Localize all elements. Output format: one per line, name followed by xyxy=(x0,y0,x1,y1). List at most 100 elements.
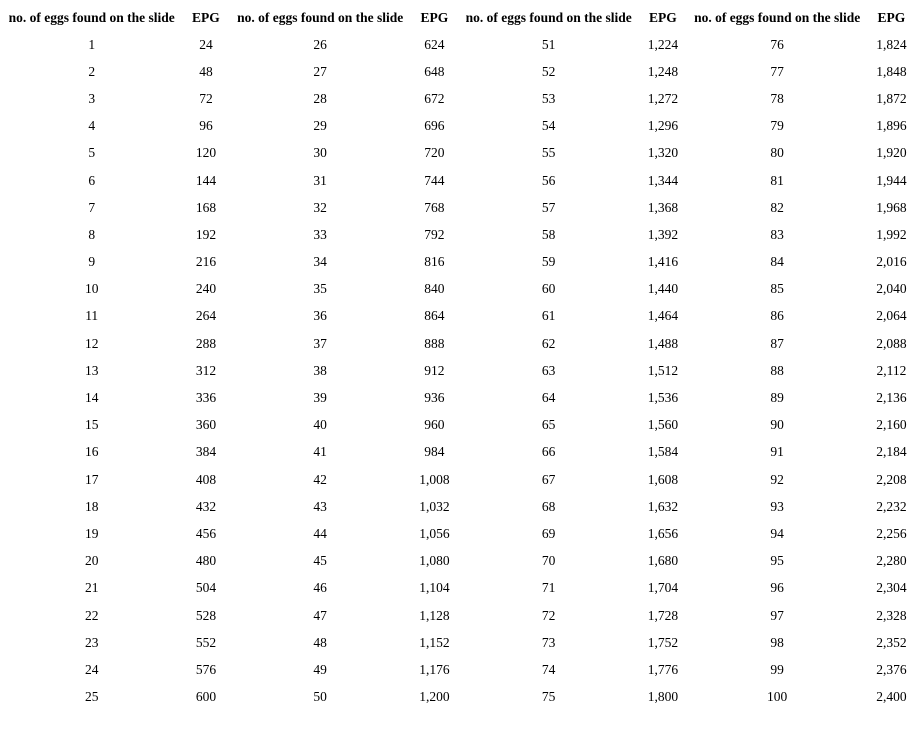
epg-value-cell: 720 xyxy=(424,145,445,161)
eggs-count-cell: 59 xyxy=(541,254,556,270)
table-row: 18 432 43 1,032 68 1,632 93 2,232 xyxy=(0,493,914,520)
epg-value-cell: 1,896 xyxy=(876,118,907,134)
epg-value-cell: 2,232 xyxy=(876,498,907,514)
eggs-count-cell: 75 xyxy=(541,689,556,705)
table-row: 14 336 39 936 64 1,536 89 2,136 xyxy=(0,384,914,411)
epg-value-cell: 2,304 xyxy=(876,580,907,596)
eggs-count-cell: 47 xyxy=(313,607,327,623)
table-row: 17 408 42 1,008 67 1,608 92 2,208 xyxy=(0,466,914,493)
epg-value-cell: 768 xyxy=(424,199,445,215)
epg-value-cell: 600 xyxy=(195,689,217,705)
epg-value-cell: 1,320 xyxy=(647,145,679,161)
eggs-count-cell: 6 xyxy=(88,172,96,188)
epg-value-cell: 1,152 xyxy=(419,634,450,650)
table-row: 7 168 32 768 57 1,368 82 1,968 xyxy=(0,194,914,221)
eggs-count-cell: 57 xyxy=(541,199,556,215)
eggs-count-cell: 44 xyxy=(313,525,327,541)
epg-value-cell: 1,872 xyxy=(876,90,907,106)
epg-conversion-table: no. of eggs found on the slide EPG no. of … xyxy=(0,4,914,711)
epg-value-cell: 984 xyxy=(424,444,445,460)
eggs-count-cell: 17 xyxy=(84,471,99,487)
eggs-count-cell: 19 xyxy=(84,525,99,541)
epg-value-cell: 264 xyxy=(195,308,217,324)
epg-value-cell: 2,160 xyxy=(876,417,907,433)
eggs-count-cell: 35 xyxy=(313,281,327,297)
epg-value-cell: 1,008 xyxy=(419,471,450,487)
eggs-count-cell: 33 xyxy=(313,226,327,242)
epg-value-cell: 744 xyxy=(424,172,445,188)
epg-value-cell: 1,488 xyxy=(647,335,679,351)
eggs-count-cell: 89 xyxy=(770,390,784,406)
table-row: 10 240 35 840 60 1,440 85 2,040 xyxy=(0,276,914,303)
epg-value-cell: 2,376 xyxy=(876,661,907,677)
eggs-count-cell: 54 xyxy=(541,118,556,134)
epg-value-cell: 432 xyxy=(195,498,217,514)
epg-value-cell: 2,112 xyxy=(876,362,907,378)
epg-value-cell: 2,136 xyxy=(876,390,907,406)
table-row: 15 360 40 960 65 1,560 90 2,160 xyxy=(0,412,914,439)
epg-value-cell: 48 xyxy=(199,63,213,79)
epg-value-cell: 216 xyxy=(195,254,217,270)
eggs-count-cell: 80 xyxy=(770,145,784,161)
epg-value-cell: 1,728 xyxy=(647,607,679,623)
table-row: 11 264 36 864 61 1,464 86 2,064 xyxy=(0,303,914,330)
epg-value-cell: 1,464 xyxy=(647,308,679,324)
epg-value-cell: 816 xyxy=(424,254,445,270)
epg-value-cell: 1,560 xyxy=(647,417,679,433)
epg-value-cell: 456 xyxy=(195,525,217,541)
eggs-count-cell: 72 xyxy=(541,607,556,623)
epg-value-cell: 384 xyxy=(195,444,217,460)
eggs-count-cell: 36 xyxy=(313,308,327,324)
eggs-count-cell: 94 xyxy=(770,525,784,541)
eggs-count-cell: 58 xyxy=(541,226,556,242)
epg-value-cell: 1,176 xyxy=(419,661,450,677)
epg-value-cell: 2,016 xyxy=(876,254,907,270)
epg-value-cell: 2,088 xyxy=(876,335,907,351)
epg-value-cell: 648 xyxy=(424,63,445,79)
epg-value-cell: 480 xyxy=(195,553,217,569)
epg-value-cell: 312 xyxy=(195,362,217,378)
eggs-count-cell: 78 xyxy=(770,90,784,106)
epg-value-cell: 1,848 xyxy=(876,63,907,79)
eggs-count-cell: 20 xyxy=(84,553,99,569)
eggs-count-cell: 61 xyxy=(541,308,556,324)
epg-value-cell: 1,032 xyxy=(419,498,450,514)
epg-value-cell: 1,632 xyxy=(647,498,679,514)
epg-value-cell: 2,064 xyxy=(876,308,907,324)
eggs-count-cell: 96 xyxy=(770,580,784,596)
eggs-count-cell: 93 xyxy=(770,498,784,514)
epg-value-cell: 1,440 xyxy=(647,281,679,297)
table-row: 16 384 41 984 66 1,584 91 2,184 xyxy=(0,439,914,466)
epg-value-cell: 24 xyxy=(199,36,213,52)
epg-value-cell: 360 xyxy=(195,417,217,433)
epg-value-cell: 2,280 xyxy=(876,553,907,569)
eggs-count-cell: 25 xyxy=(84,689,99,705)
epg-value-cell: 1,416 xyxy=(647,254,679,270)
eggs-count-cell: 73 xyxy=(541,634,556,650)
epg-value-cell: 2,352 xyxy=(876,634,907,650)
epg-column-header: EPG xyxy=(649,9,677,25)
epg-value-cell: 1,272 xyxy=(647,90,679,106)
eggs-count-cell: 81 xyxy=(770,172,784,188)
epg-value-cell: 1,584 xyxy=(647,444,679,460)
eggs-count-cell: 79 xyxy=(770,118,784,134)
eggs-count-cell: 52 xyxy=(541,63,556,79)
eggs-count-cell: 85 xyxy=(770,281,784,297)
eggs-count-cell: 16 xyxy=(84,444,99,460)
epg-column-header: EPG xyxy=(877,9,906,25)
epg-value-cell: 1,944 xyxy=(876,172,907,188)
eggs-count-cell: 39 xyxy=(313,390,327,406)
eggs-count-cell: 41 xyxy=(313,444,327,460)
eggs-count-cell: 11 xyxy=(85,308,99,324)
epg-value-cell: 1,224 xyxy=(647,36,679,52)
eggs-count-cell: 12 xyxy=(84,335,99,351)
epg-value-cell: 1,776 xyxy=(647,661,679,677)
epg-value-cell: 2,208 xyxy=(876,471,907,487)
epg-value-cell: 288 xyxy=(195,335,217,351)
eggs-count-cell: 86 xyxy=(770,308,784,324)
table-row: 25 600 50 1,200 75 1,800 100 2,400 xyxy=(0,684,914,711)
epg-value-cell: 696 xyxy=(424,118,445,134)
epg-value-cell: 912 xyxy=(424,362,445,378)
eggs-count-cell: 40 xyxy=(313,417,327,433)
eggs-count-cell: 8 xyxy=(88,226,96,242)
